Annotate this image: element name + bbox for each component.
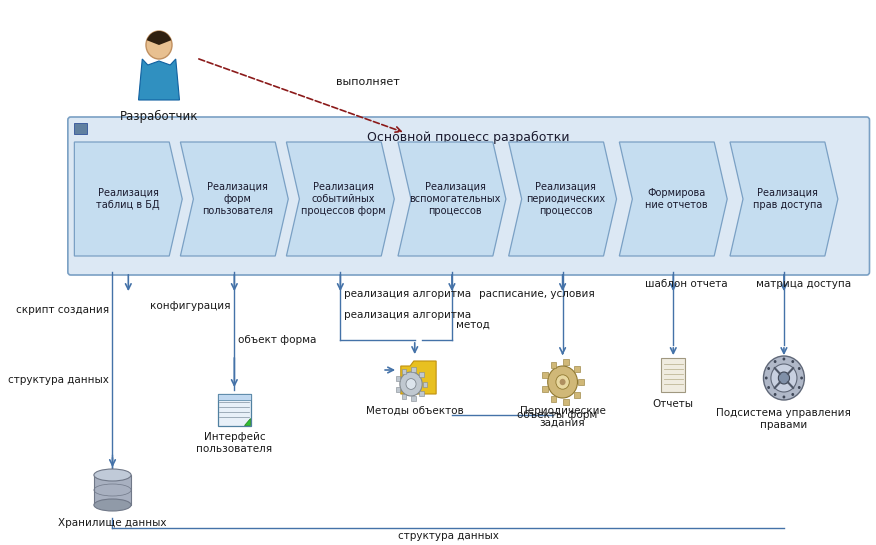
Bar — [550, 396, 556, 402]
Text: матрица доступа: матрица доступа — [756, 279, 851, 289]
Polygon shape — [398, 142, 505, 256]
Bar — [94, 475, 131, 505]
Polygon shape — [509, 142, 617, 256]
Text: Интерфейс
пользователя: Интерфейс пользователя — [196, 432, 272, 453]
Ellipse shape — [94, 499, 131, 511]
Text: структура данных: структура данных — [398, 531, 498, 541]
Text: Реализация
событийных
процессов форм: Реализация событийных процессов форм — [301, 181, 386, 216]
Text: Периодические
задания: Периодические задания — [519, 406, 605, 428]
Bar — [542, 386, 548, 392]
Circle shape — [764, 356, 804, 400]
Bar — [574, 392, 580, 398]
Circle shape — [146, 31, 172, 59]
Text: Разработчик: Разработчик — [120, 110, 198, 123]
Bar — [420, 372, 424, 377]
Text: Основной процесс разработки: Основной процесс разработки — [367, 131, 570, 144]
Text: Реализация
прав доступа: Реализация прав доступа — [752, 188, 822, 210]
Text: объект форма: объект форма — [238, 335, 316, 345]
Polygon shape — [74, 142, 182, 256]
Text: объекты форм: объекты форм — [517, 410, 597, 420]
Bar — [563, 399, 569, 405]
Text: Подсистема управления
правами: Подсистема управления правами — [717, 408, 851, 429]
Bar — [411, 396, 416, 401]
Circle shape — [800, 377, 803, 379]
Polygon shape — [730, 142, 837, 256]
Text: Реализация
таблиц в БД: Реализация таблиц в БД — [96, 188, 160, 210]
Circle shape — [406, 379, 416, 389]
Circle shape — [767, 367, 770, 370]
Circle shape — [767, 386, 770, 389]
Text: реализация алгоритма: реализация алгоритма — [344, 289, 471, 299]
Polygon shape — [619, 142, 727, 256]
Circle shape — [791, 393, 795, 396]
Polygon shape — [244, 418, 251, 425]
Polygon shape — [180, 142, 288, 256]
Text: метод: метод — [456, 320, 490, 330]
Text: Реализация
периодических
процессов: Реализация периодических процессов — [526, 181, 605, 216]
Bar — [661, 358, 685, 392]
Text: расписание, условия: расписание, условия — [479, 289, 595, 299]
Text: реализация алгоритма: реализация алгоритма — [344, 310, 471, 320]
Bar — [542, 372, 548, 378]
Bar — [411, 367, 416, 372]
Circle shape — [798, 367, 801, 370]
Circle shape — [548, 366, 577, 398]
Bar — [396, 386, 400, 392]
Bar — [550, 362, 556, 368]
Polygon shape — [138, 59, 180, 100]
Bar — [574, 366, 580, 372]
Circle shape — [782, 358, 785, 360]
Bar — [402, 395, 406, 399]
Circle shape — [774, 360, 776, 363]
Text: выполняет: выполняет — [336, 77, 400, 87]
Circle shape — [765, 377, 767, 379]
Circle shape — [556, 375, 569, 389]
Text: Методы объектов: Методы объектов — [366, 406, 463, 416]
Wedge shape — [147, 31, 171, 45]
Bar — [420, 391, 424, 396]
Text: конфигурация: конфигурация — [150, 301, 230, 311]
Circle shape — [399, 372, 422, 396]
Circle shape — [791, 360, 795, 363]
Circle shape — [779, 372, 789, 384]
FancyBboxPatch shape — [67, 117, 870, 275]
Text: Отчеты: Отчеты — [653, 399, 694, 409]
Bar — [578, 379, 584, 385]
Text: Формирова
ние отчетов: Формирова ние отчетов — [646, 188, 708, 210]
Circle shape — [774, 393, 776, 396]
Bar — [422, 382, 427, 386]
Text: шаблон отчета: шаблон отчета — [646, 279, 728, 289]
Bar — [402, 368, 406, 373]
Bar — [217, 394, 251, 400]
Bar — [74, 123, 88, 134]
Text: скрипт создания: скрипт создания — [16, 305, 109, 315]
Text: структура данных: структура данных — [8, 375, 109, 385]
Bar — [396, 377, 400, 382]
Polygon shape — [401, 361, 436, 394]
Polygon shape — [286, 142, 394, 256]
Circle shape — [782, 396, 785, 398]
Ellipse shape — [94, 469, 131, 481]
Bar — [217, 394, 251, 426]
Text: Хранилище данных: Хранилище данных — [58, 518, 166, 528]
Circle shape — [798, 386, 801, 389]
Bar — [563, 359, 569, 365]
Circle shape — [771, 364, 797, 392]
Text: Реализация
форм
пользователя: Реализация форм пользователя — [202, 181, 273, 216]
Text: Реализация
вспомогательных
процессов: Реализация вспомогательных процессов — [409, 181, 501, 216]
Circle shape — [560, 379, 566, 385]
